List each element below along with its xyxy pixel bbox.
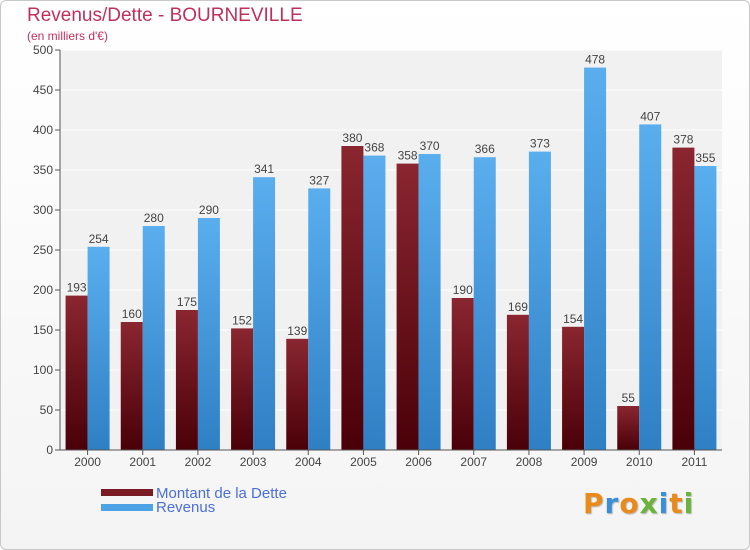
bar-dette xyxy=(396,163,419,450)
data-label-dette: 193 xyxy=(67,281,87,295)
y-tick-label: 100 xyxy=(33,363,53,377)
legend-label-dette: Montant de la Dette xyxy=(156,485,287,502)
data-label-revenus: 478 xyxy=(585,53,605,67)
logo-letter: o xyxy=(619,487,640,520)
data-label-dette: 169 xyxy=(508,300,528,314)
bar-revenus xyxy=(473,157,496,450)
data-label-revenus: 355 xyxy=(695,151,715,165)
y-tick-label: 0 xyxy=(46,443,53,457)
bar-dette xyxy=(506,314,529,450)
data-label-revenus: 290 xyxy=(199,203,219,217)
data-label-dette: 55 xyxy=(622,391,636,405)
data-label-revenus: 366 xyxy=(475,142,495,156)
bar-dette xyxy=(231,328,254,450)
y-tick-label: 500 xyxy=(33,43,53,57)
bar-revenus xyxy=(639,124,662,451)
logo-letter: r xyxy=(604,487,620,520)
logo-letter: t xyxy=(669,487,684,520)
logo-letter: i xyxy=(658,487,670,520)
x-tick-label: 2004 xyxy=(295,455,322,469)
y-tick-label: 450 xyxy=(33,83,53,97)
legend-swatch-revenus xyxy=(101,504,153,511)
x-tick-label: 2011 xyxy=(682,455,708,469)
chart-subtitle: (en milliers d'€) xyxy=(27,29,108,43)
y-tick-label: 300 xyxy=(33,203,53,217)
data-label-dette: 358 xyxy=(398,149,418,163)
data-label-revenus: 373 xyxy=(530,137,550,151)
bar-dette xyxy=(672,147,695,450)
bar-revenus xyxy=(584,67,607,450)
x-tick-label: 2006 xyxy=(405,455,432,469)
data-label-revenus: 341 xyxy=(254,162,274,176)
data-label-revenus: 254 xyxy=(89,232,109,246)
grid-layer xyxy=(60,49,722,451)
x-tick-label: 2010 xyxy=(626,455,653,469)
bar-revenus xyxy=(142,226,165,450)
y-tick-label: 400 xyxy=(33,123,53,137)
x-tick-label: 2008 xyxy=(516,455,543,469)
data-label-dette: 160 xyxy=(122,307,142,321)
bar-dette xyxy=(65,295,88,450)
data-label-dette: 154 xyxy=(563,312,583,326)
y-tick-label: 200 xyxy=(33,283,53,297)
data-label-revenus: 407 xyxy=(640,109,660,123)
x-tick-label: 2003 xyxy=(240,455,267,469)
bar-revenus xyxy=(694,166,717,450)
bar-dette xyxy=(286,338,309,450)
bar-dette xyxy=(120,322,143,450)
bar-dette xyxy=(617,406,640,450)
axis-layer: 0 50 100 150 200 250 300 350 400 450 500 2000 2001 20… xyxy=(33,43,722,469)
data-label-dette: 190 xyxy=(453,283,473,297)
bar-revenus xyxy=(528,151,551,450)
bar-revenus xyxy=(308,188,331,450)
legend-label-revenus: Revenus xyxy=(156,499,216,516)
logo-letter: x xyxy=(639,487,659,520)
bar-revenus xyxy=(253,177,276,450)
data-label-dette: 175 xyxy=(177,295,197,309)
bar-dette xyxy=(562,326,585,450)
data-label-revenus: 368 xyxy=(364,141,384,155)
x-tick-label: 2000 xyxy=(74,455,101,469)
labels-layer: 1932541602801752901523411393273803683583… xyxy=(67,53,716,405)
x-tick-label: 2009 xyxy=(571,455,598,469)
data-label-dette: 378 xyxy=(673,133,693,147)
chart-title: Revenus/Dette - BOURNEVILLE xyxy=(27,5,303,26)
data-label-revenus: 327 xyxy=(309,173,329,187)
logo-letter: i xyxy=(683,487,695,520)
data-label-dette: 152 xyxy=(232,313,252,327)
data-label-revenus: 280 xyxy=(144,211,164,225)
bars-layer xyxy=(65,67,717,451)
bar-revenus xyxy=(418,154,441,450)
x-tick-label: 2007 xyxy=(460,455,487,469)
x-tick-label: 2005 xyxy=(350,455,377,469)
bar-dette xyxy=(341,146,364,450)
legend-swatch-dette xyxy=(101,489,153,496)
x-tick-label: 2001 xyxy=(129,455,156,469)
data-label-dette: 380 xyxy=(342,131,362,145)
data-label-revenus: 370 xyxy=(420,139,440,153)
logo-letter: P xyxy=(583,487,605,520)
bar-dette xyxy=(451,298,474,450)
y-tick-label: 150 xyxy=(33,323,53,337)
bar-revenus xyxy=(197,218,220,450)
y-tick-label: 50 xyxy=(40,403,54,417)
data-label-dette: 139 xyxy=(287,324,307,338)
x-tick-label: 2002 xyxy=(185,455,212,469)
bar-dette xyxy=(175,310,198,450)
bar-revenus xyxy=(363,155,386,450)
bar-revenus xyxy=(87,246,110,450)
y-tick-label: 350 xyxy=(33,163,53,177)
proxiti-logo: Proxiti xyxy=(583,487,694,520)
y-tick-label: 250 xyxy=(33,243,53,257)
